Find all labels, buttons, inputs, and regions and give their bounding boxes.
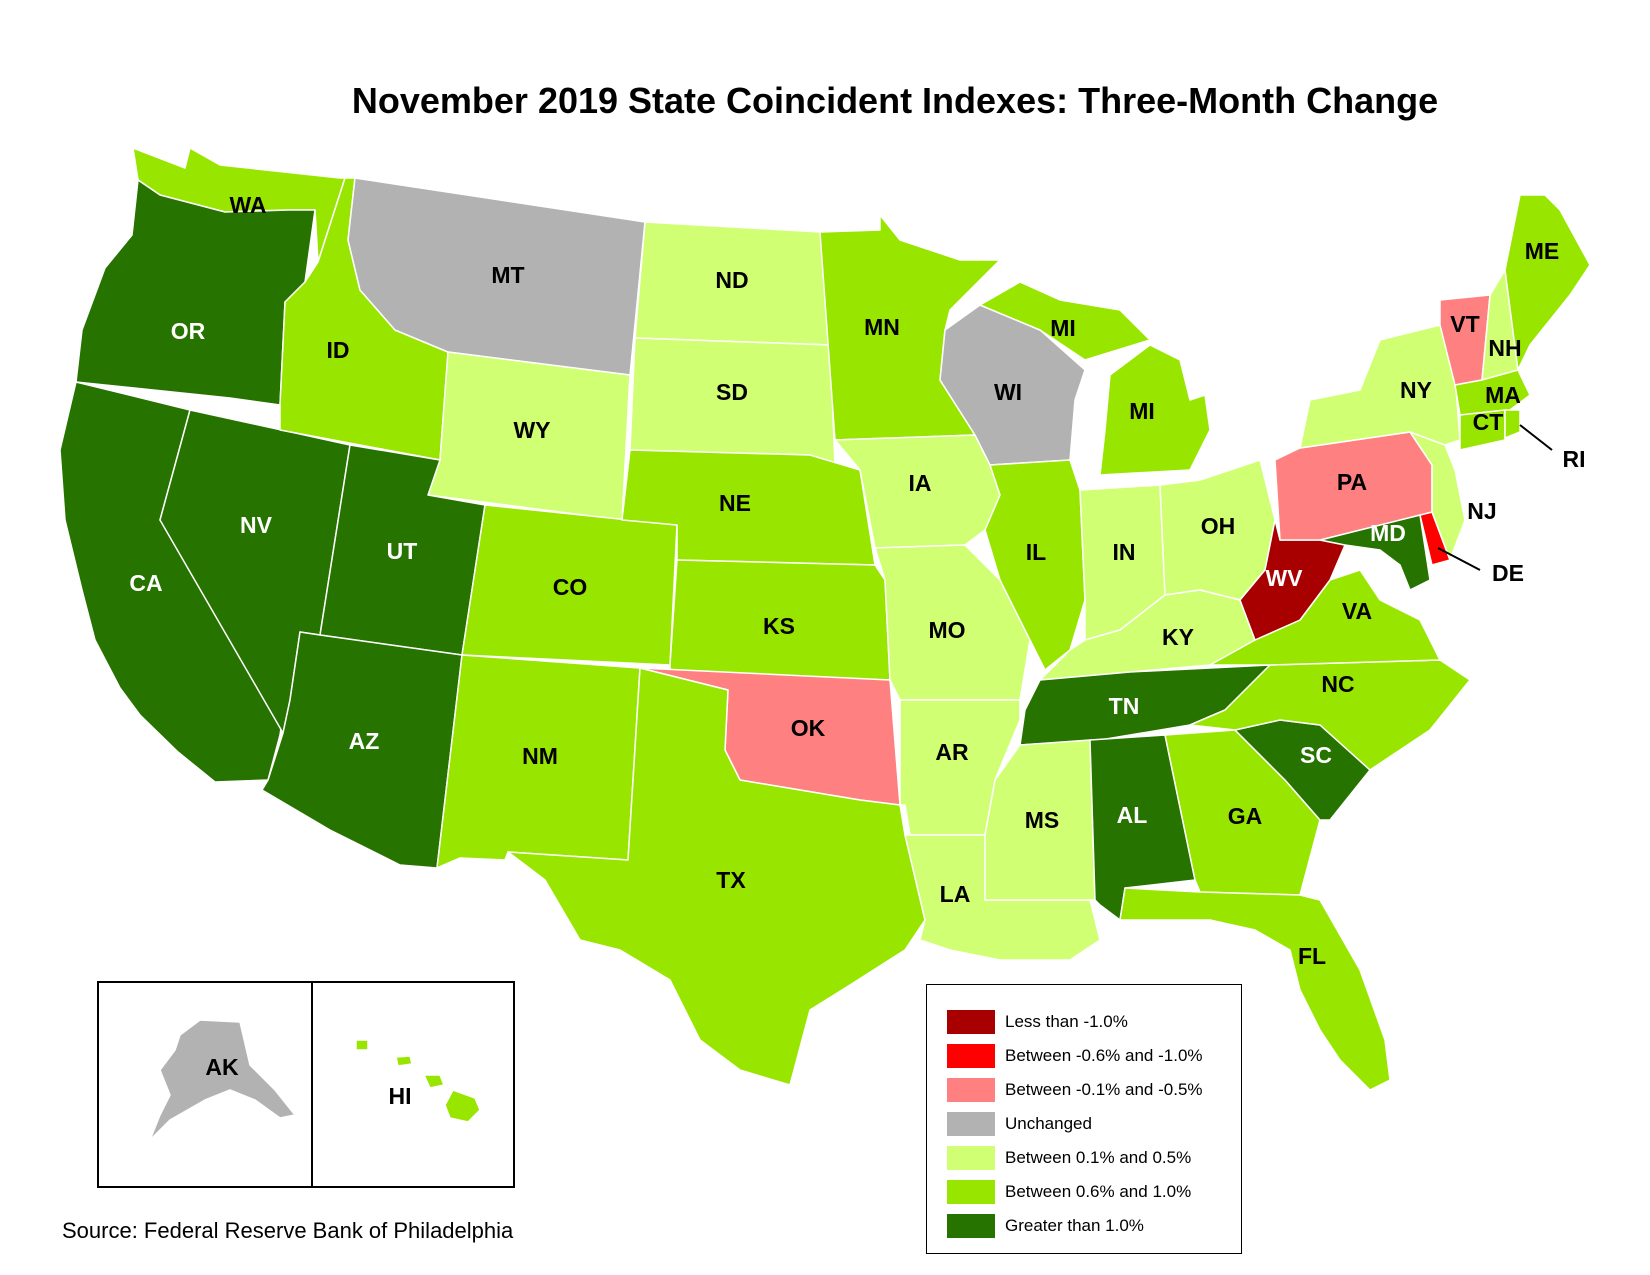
- label-KS: KS: [763, 613, 795, 639]
- source-note: Source: Federal Reserve Bank of Philadel…: [62, 1218, 514, 1243]
- label-AR: AR: [935, 739, 969, 765]
- state-TX[interactable]: [507, 667, 926, 1086]
- state-ME[interactable]: [1504, 194, 1591, 371]
- legend-swatch: [947, 1078, 995, 1102]
- label-DE: DE: [1492, 560, 1524, 586]
- label-OK: OK: [791, 715, 826, 741]
- label-AK: AK: [205, 1054, 239, 1080]
- state-HI-kauai[interactable]: [355, 1039, 369, 1051]
- legend-swatch: [947, 1112, 995, 1136]
- state-NJ[interactable]: [1409, 431, 1466, 561]
- label-IN: IN: [1113, 539, 1136, 565]
- legend-item: Less than -1.0%: [947, 1005, 1241, 1039]
- label-MO: MO: [928, 617, 965, 643]
- label-IA: IA: [909, 470, 932, 496]
- label-RI: RI: [1563, 446, 1586, 472]
- state-FL[interactable]: [1119, 887, 1391, 1091]
- label-IL: IL: [1026, 539, 1046, 565]
- ri-leader-line: [1519, 424, 1553, 451]
- label-ID: ID: [327, 337, 350, 363]
- state-WY[interactable]: [427, 351, 631, 521]
- legend: Less than -1.0% Between -0.6% and -1.0% …: [926, 984, 1242, 1254]
- label-AZ: AZ: [349, 728, 380, 754]
- state-HI-oahu[interactable]: [395, 1055, 413, 1067]
- legend-swatch: [947, 1180, 995, 1204]
- legend-label: Greater than 1.0%: [1005, 1216, 1144, 1235]
- label-MI: MI: [1129, 398, 1155, 424]
- label-AL: AL: [1117, 802, 1148, 828]
- label-NV: NV: [240, 512, 273, 538]
- legend-item: Between 0.1% and 0.5%: [947, 1141, 1241, 1175]
- label-NE: NE: [719, 490, 751, 516]
- legend-swatch: [947, 1010, 995, 1034]
- legend-label: Between 0.6% and 1.0%: [1005, 1182, 1192, 1201]
- label-ME: ME: [1525, 238, 1560, 264]
- legend-item: Between -0.6% and -1.0%: [947, 1039, 1241, 1073]
- state-IL[interactable]: [984, 459, 1086, 671]
- label-MD: MD: [1370, 520, 1406, 546]
- label-MT: MT: [491, 262, 524, 288]
- label-TN: TN: [1109, 693, 1140, 719]
- state-CT[interactable]: [1459, 409, 1506, 451]
- legend-label: Between -0.6% and -1.0%: [1005, 1046, 1203, 1065]
- label-PA: PA: [1337, 469, 1367, 495]
- legend-label: Between 0.1% and 0.5%: [1005, 1148, 1192, 1167]
- state-HI-maui[interactable]: [423, 1074, 445, 1089]
- label-WI: WI: [994, 379, 1022, 405]
- label-MI-UP: MI: [1050, 315, 1076, 341]
- label-GA: GA: [1228, 803, 1263, 829]
- label-NH: NH: [1488, 335, 1521, 361]
- label-CA: CA: [129, 570, 162, 596]
- label-NY: NY: [1400, 377, 1432, 403]
- legend-item: Unchanged: [947, 1107, 1241, 1141]
- legend-item: Between 0.6% and 1.0%: [947, 1175, 1241, 1209]
- state-NY[interactable]: [1299, 324, 1461, 449]
- legend-swatch: [947, 1146, 995, 1170]
- legend-swatch: [947, 1214, 995, 1238]
- label-HI: HI: [389, 1083, 412, 1109]
- legend-item: Between -0.1% and -0.5%: [947, 1073, 1241, 1107]
- label-KY: KY: [1162, 624, 1194, 650]
- label-UT: UT: [387, 538, 418, 564]
- state-RI[interactable]: [1504, 409, 1521, 439]
- label-CT: CT: [1473, 409, 1504, 435]
- label-OR: OR: [171, 318, 206, 344]
- de-leader-line: [1437, 547, 1481, 571]
- label-NM: NM: [522, 743, 558, 769]
- legend-label: Unchanged: [1005, 1114, 1092, 1133]
- label-MS: MS: [1025, 807, 1060, 833]
- label-FL: FL: [1298, 943, 1326, 969]
- legend-label: Between -0.1% and -0.5%: [1005, 1080, 1203, 1099]
- label-WV: WV: [1265, 565, 1303, 591]
- label-WA: WA: [229, 192, 266, 218]
- legend-label: Less than -1.0%: [1005, 1012, 1128, 1031]
- inset-frame: [97, 981, 515, 1188]
- label-WY: WY: [513, 417, 550, 443]
- state-OR[interactable]: [75, 179, 316, 406]
- state-AK[interactable]: [149, 1019, 296, 1141]
- label-SC: SC: [1300, 742, 1332, 768]
- label-MN: MN: [864, 314, 900, 340]
- label-ND: ND: [715, 267, 748, 293]
- label-NC: NC: [1321, 671, 1354, 697]
- label-SD: SD: [716, 379, 748, 405]
- label-TX: TX: [716, 867, 746, 893]
- label-MA: MA: [1485, 382, 1521, 408]
- label-CO: CO: [553, 574, 588, 600]
- label-OH: OH: [1201, 513, 1236, 539]
- map-title: November 2019 State Coincident Indexes: …: [351, 80, 1439, 121]
- legend-item: Greater than 1.0%: [947, 1209, 1241, 1243]
- state-MI-UP[interactable]: [979, 281, 1151, 361]
- label-NJ: NJ: [1467, 498, 1496, 524]
- legend-swatch: [947, 1044, 995, 1068]
- label-VA: VA: [1342, 598, 1372, 624]
- state-MI[interactable]: [1099, 344, 1211, 476]
- state-HI-big[interactable]: [444, 1089, 481, 1123]
- label-LA: LA: [940, 881, 971, 907]
- label-VT: VT: [1450, 311, 1479, 337]
